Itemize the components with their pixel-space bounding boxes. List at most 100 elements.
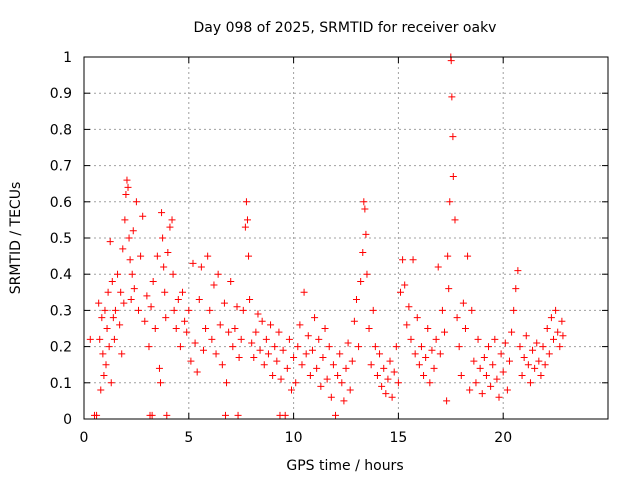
data-point [533,339,541,347]
data-point [292,379,300,387]
data-point [288,386,296,394]
data-point [350,317,358,325]
data-point [181,317,189,325]
data-point [110,335,118,343]
data-point [195,296,203,304]
data-point [327,393,335,401]
data-point [315,335,323,343]
data-point [424,325,432,332]
data-point [93,411,101,419]
data-point [505,357,513,365]
data-point [396,288,404,296]
data-point [189,259,197,267]
data-point [334,372,342,380]
data-point [290,353,298,361]
data-point [296,321,304,329]
data-point [394,379,402,387]
data-point [102,361,110,369]
data-point [155,364,163,372]
data-point [392,343,400,351]
data-point [96,335,104,343]
data-point [221,411,229,419]
data-point [118,350,126,358]
data-point [487,382,495,390]
data-point [476,364,484,372]
data-point [446,198,454,206]
x-tick-label: 0 [80,430,89,446]
data-point [100,372,108,380]
data-point [164,248,172,256]
data-point [355,343,363,351]
data-point [340,397,348,405]
chart-title: Day 098 of 2025, SRMTID for receiver oak… [194,20,497,36]
data-point [444,252,452,260]
data-point [277,375,285,383]
data-point [449,133,457,141]
data-point [518,372,526,380]
data-point [503,386,511,394]
data-point [441,328,449,336]
plot-frame [83,56,609,420]
data-point [283,364,291,372]
data-point [535,357,543,365]
data-point [149,277,157,285]
y-tick-label: 0.4 [50,267,72,283]
data-point [174,296,182,304]
data-point [193,368,201,376]
y-tick-label: 0 [63,412,72,428]
data-point [237,335,245,343]
data-point [313,364,321,372]
data-point [161,288,169,296]
data-point [126,256,134,264]
data-point [378,382,386,390]
data-point [409,256,417,264]
data-point [545,350,553,358]
data-point [145,343,153,351]
data-point [552,306,560,314]
data-point [187,357,195,365]
data-point [104,288,112,296]
data-point [260,361,268,369]
data-point [474,335,482,343]
data-point [141,317,149,325]
data-point [245,252,253,260]
data-point [420,372,428,380]
data-point [508,328,516,336]
data-point [148,411,156,419]
y-tick-label: 1 [63,50,72,66]
data-point [275,328,283,336]
data-point [234,411,242,419]
data-point [250,353,258,361]
data-point [491,335,499,343]
data-points [86,53,567,419]
data-point [550,335,558,343]
data-point [390,368,398,376]
data-point [365,325,373,332]
data-point [386,357,394,365]
y-axis-label: SRMTID / TECUs [8,182,24,295]
data-point [157,379,165,387]
data-point [105,343,113,351]
data-point [461,325,469,332]
data-point [124,183,132,191]
data-point [252,328,260,336]
data-point [159,234,167,242]
data-point [129,227,137,235]
data-point [101,306,109,314]
data-point [227,277,235,285]
data-point [411,350,419,358]
data-point [191,339,199,347]
data-point [464,252,472,260]
data-point [359,248,367,256]
x-axis-label: GPS time / hours [286,458,403,474]
data-point [281,411,289,419]
data-point [242,198,250,206]
data-point [229,343,237,351]
data-point [499,368,507,376]
data-point [143,292,151,300]
data-point [262,335,270,343]
x-tick-label: 15 [389,430,407,446]
data-point [306,372,314,380]
data-point [447,57,455,65]
data-point [279,346,287,354]
